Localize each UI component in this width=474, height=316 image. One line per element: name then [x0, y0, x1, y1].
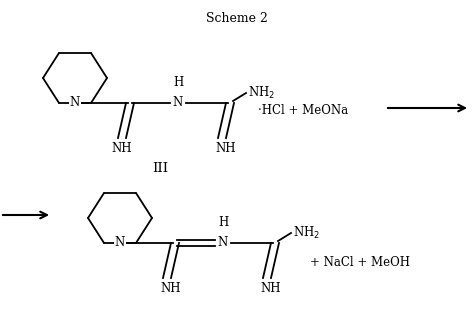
Text: NH: NH [112, 142, 132, 155]
Text: NH$_2$: NH$_2$ [248, 85, 275, 101]
Text: NH: NH [261, 282, 281, 295]
Text: H: H [173, 76, 183, 89]
Text: NH: NH [216, 142, 236, 155]
Text: H: H [218, 216, 228, 229]
Text: III: III [152, 162, 168, 175]
Text: + NaCl + MeOH: + NaCl + MeOH [310, 257, 410, 270]
Text: ·HCl + MeONa: ·HCl + MeONa [258, 105, 348, 118]
Text: N: N [173, 96, 183, 110]
Text: NH$_2$: NH$_2$ [293, 225, 320, 241]
Text: Scheme 2: Scheme 2 [206, 12, 268, 25]
Text: N: N [218, 236, 228, 250]
Text: NH: NH [161, 282, 181, 295]
Text: N: N [70, 96, 80, 110]
Text: N: N [115, 236, 125, 250]
